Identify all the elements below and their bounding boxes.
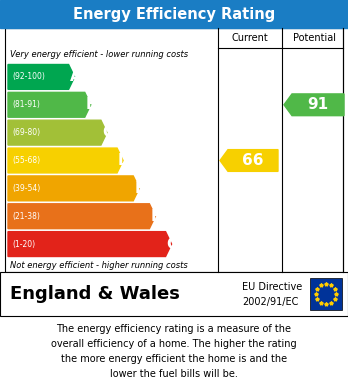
Polygon shape bbox=[8, 231, 172, 256]
Text: Energy Efficiency Rating: Energy Efficiency Rating bbox=[73, 7, 275, 22]
Polygon shape bbox=[220, 150, 278, 171]
Text: E: E bbox=[134, 181, 145, 196]
Text: (92-100): (92-100) bbox=[12, 72, 45, 81]
Text: D: D bbox=[118, 153, 131, 168]
Bar bbox=[310, 278, 342, 310]
Text: England & Wales: England & Wales bbox=[10, 285, 180, 303]
Polygon shape bbox=[284, 94, 344, 116]
Text: 2002/91/EC: 2002/91/EC bbox=[242, 297, 298, 307]
Text: The energy efficiency rating is a measure of the
overall efficiency of a home. T: The energy efficiency rating is a measur… bbox=[51, 324, 297, 379]
Text: (55-68): (55-68) bbox=[12, 156, 40, 165]
Text: F: F bbox=[150, 209, 161, 224]
Text: B: B bbox=[86, 97, 97, 112]
Text: G: G bbox=[167, 237, 179, 251]
Bar bbox=[5, 28, 343, 272]
Polygon shape bbox=[8, 176, 139, 201]
Text: (81-91): (81-91) bbox=[12, 100, 40, 109]
Bar bbox=[0, 272, 348, 316]
Text: 66: 66 bbox=[242, 153, 264, 168]
Text: Potential: Potential bbox=[293, 33, 335, 43]
Text: C: C bbox=[102, 125, 113, 140]
Text: A: A bbox=[70, 70, 81, 84]
Polygon shape bbox=[8, 92, 91, 117]
Text: Current: Current bbox=[232, 33, 268, 43]
Text: (1-20): (1-20) bbox=[12, 240, 35, 249]
Polygon shape bbox=[8, 204, 156, 229]
Polygon shape bbox=[8, 65, 74, 90]
Text: Very energy efficient - lower running costs: Very energy efficient - lower running co… bbox=[10, 50, 188, 59]
Text: (39-54): (39-54) bbox=[12, 184, 40, 193]
Bar bbox=[0, 0, 348, 28]
Polygon shape bbox=[8, 120, 107, 145]
Text: EU Directive: EU Directive bbox=[242, 282, 302, 292]
Text: (21-38): (21-38) bbox=[12, 212, 40, 221]
Text: Not energy efficient - higher running costs: Not energy efficient - higher running co… bbox=[10, 261, 188, 270]
Polygon shape bbox=[8, 148, 123, 173]
Text: (69-80): (69-80) bbox=[12, 128, 40, 137]
Text: 91: 91 bbox=[307, 97, 329, 112]
